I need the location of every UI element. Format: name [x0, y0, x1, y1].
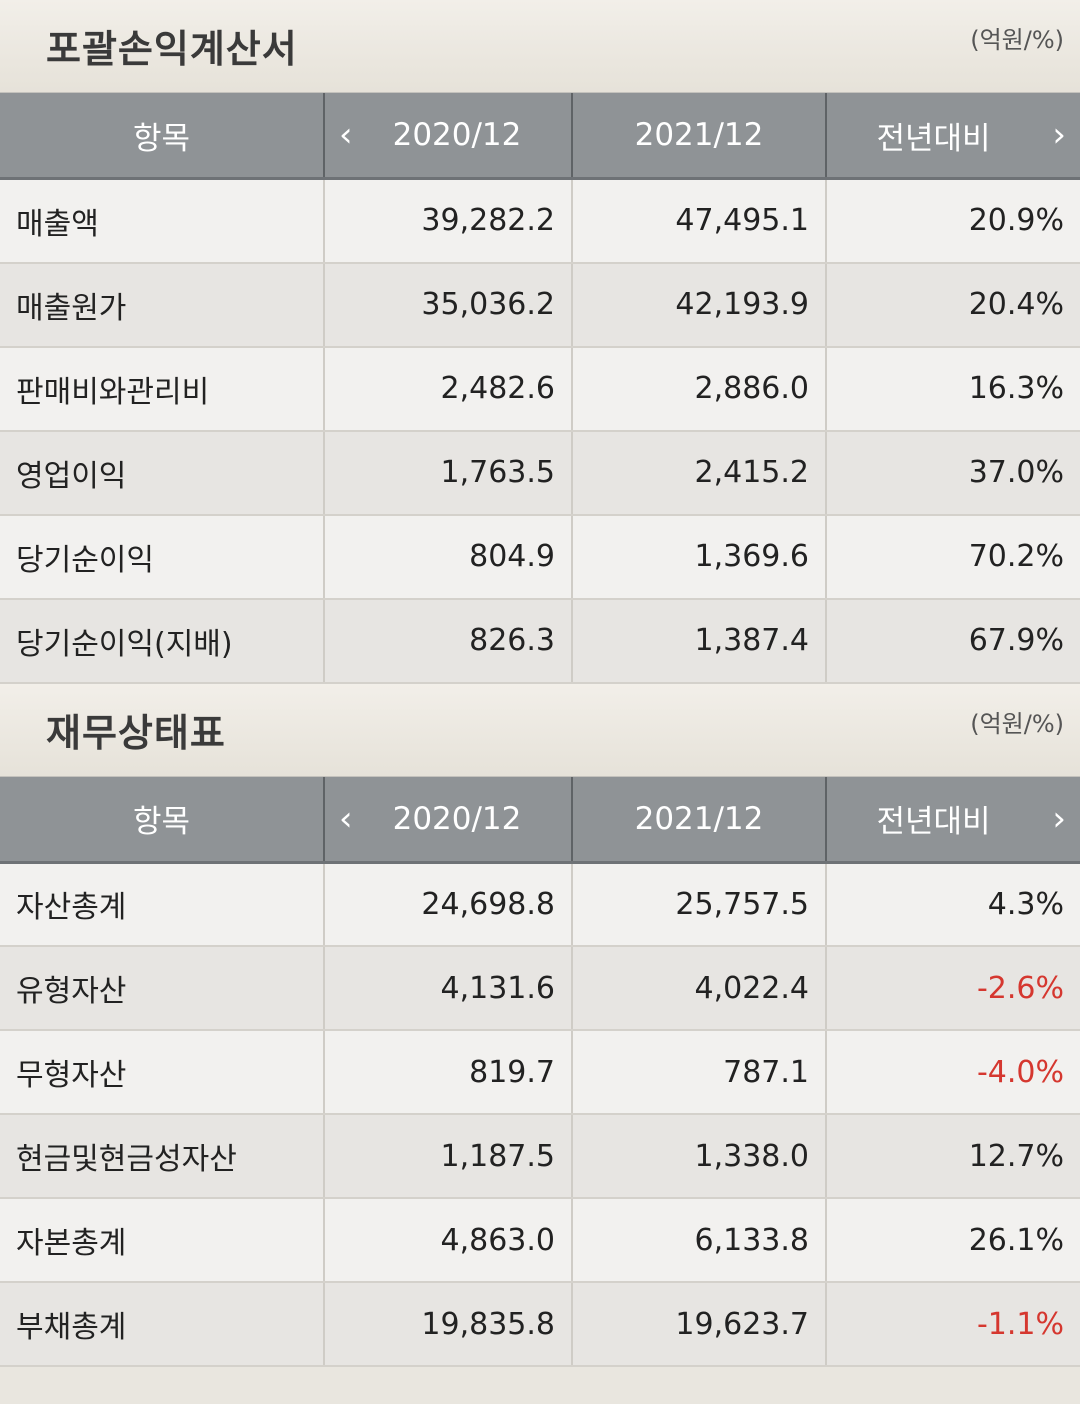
- section-title: 재무상태표: [46, 710, 226, 755]
- value-year2: 42,193.9: [572, 262, 827, 348]
- section-title: 포괄손익계산서: [46, 27, 298, 71]
- value-year2: 4,022.4: [572, 946, 827, 1031]
- value-year2: 787.1: [572, 1030, 827, 1115]
- row-label: 자본총계: [0, 1198, 325, 1283]
- income-statement-table: 항목 ‹ 2020/12 2021/12 전년대비 › 매출액 39,282.2 4…: [0, 93, 1080, 684]
- row-label: 매출원가: [0, 262, 325, 348]
- table-row: 판매비와관리비 2,482.6 2,886.0 16.3%: [0, 346, 1080, 432]
- value-yoy: 20.9%: [826, 178, 1080, 264]
- value-year1: 804.9: [324, 514, 573, 600]
- chevron-left-icon[interactable]: ‹: [339, 798, 353, 839]
- value-yoy: 20.4%: [826, 262, 1080, 348]
- row-label: 무형자산: [0, 1030, 325, 1115]
- value-year1: 24,698.8: [324, 862, 573, 947]
- table-row: 자산총계 24,698.8 25,757.5 4.3%: [0, 862, 1080, 947]
- row-label: 매출액: [0, 178, 325, 264]
- table-row: 자본총계 4,863.0 6,133.8 26.1%: [0, 1198, 1080, 1283]
- row-label: 판매비와관리비: [0, 346, 325, 432]
- value-year2: 25,757.5: [572, 862, 827, 947]
- value-yoy: 4.3%: [826, 862, 1080, 947]
- value-year2: 6,133.8: [572, 1198, 827, 1283]
- chevron-left-icon[interactable]: ‹: [339, 115, 353, 155]
- row-label: 부채총계: [0, 1282, 325, 1367]
- column-header-item: 항목: [0, 776, 325, 864]
- value-year1: 35,036.2: [324, 262, 573, 348]
- value-year2: 1,387.4: [572, 598, 827, 684]
- row-label: 유형자산: [0, 946, 325, 1031]
- balance-sheet-table: 항목 ‹ 2020/12 2021/12 전년대비 › 자산총계 24,698.8…: [0, 776, 1080, 1367]
- value-year1: 2,482.6: [324, 346, 573, 432]
- row-label: 자산총계: [0, 862, 325, 947]
- balance-sheet-header: 재무상태표 (억원/%): [0, 683, 1080, 776]
- chevron-right-icon[interactable]: ›: [1052, 798, 1066, 839]
- value-yoy: 70.2%: [826, 514, 1080, 600]
- value-yoy: 67.9%: [826, 598, 1080, 684]
- table-row: 매출액 39,282.2 47,495.1 20.9%: [0, 178, 1080, 264]
- column-header-year2: 2021/12: [572, 776, 827, 864]
- column-header-year2: 2021/12: [572, 93, 827, 180]
- value-year1: 4,131.6: [324, 946, 573, 1031]
- table-row: 무형자산 819.7 787.1 -4.0%: [0, 1030, 1080, 1115]
- value-year2: 19,623.7: [572, 1282, 827, 1367]
- column-header-yoy: 전년대비 ›: [826, 776, 1080, 864]
- row-label: 당기순이익(지배): [0, 598, 325, 684]
- value-yoy: -2.6%: [826, 946, 1080, 1031]
- row-label: 영업이익: [0, 430, 325, 516]
- column-header-item: 항목: [0, 93, 325, 180]
- balance-sheet-section: 재무상태표 (억원/%) 항목 ‹ 2020/12 2021/12 전년대비 ›…: [0, 683, 1080, 1367]
- column-header-year1: ‹ 2020/12: [324, 776, 573, 864]
- table-row: 영업이익 1,763.5 2,415.2 37.0%: [0, 430, 1080, 516]
- value-yoy: 37.0%: [826, 430, 1080, 516]
- column-header-yoy: 전년대비 ›: [826, 93, 1080, 180]
- value-yoy: -1.1%: [826, 1282, 1080, 1367]
- value-year1: 826.3: [324, 598, 573, 684]
- row-label: 당기순이익: [0, 514, 325, 600]
- chevron-right-icon[interactable]: ›: [1052, 115, 1066, 155]
- table-row: 매출원가 35,036.2 42,193.9 20.4%: [0, 262, 1080, 348]
- value-year2: 2,415.2: [572, 430, 827, 516]
- value-yoy: 12.7%: [826, 1114, 1080, 1199]
- table-header-row: 항목 ‹ 2020/12 2021/12 전년대비 ›: [0, 93, 1080, 180]
- unit-label: (억원/%): [970, 26, 1064, 54]
- value-year1: 4,863.0: [324, 1198, 573, 1283]
- row-label: 현금및현금성자산: [0, 1114, 325, 1199]
- value-year1: 1,763.5: [324, 430, 573, 516]
- value-yoy: 26.1%: [826, 1198, 1080, 1283]
- table-row: 당기순이익(지배) 826.3 1,387.4 67.9%: [0, 598, 1080, 684]
- value-year2: 1,369.6: [572, 514, 827, 600]
- value-yoy: -4.0%: [826, 1030, 1080, 1115]
- value-year2: 47,495.1: [572, 178, 827, 264]
- value-year1: 39,282.2: [324, 178, 573, 264]
- table-row: 당기순이익 804.9 1,369.6 70.2%: [0, 514, 1080, 600]
- value-year1: 819.7: [324, 1030, 573, 1115]
- unit-label: (억원/%): [970, 709, 1064, 738]
- value-year1: 1,187.5: [324, 1114, 573, 1199]
- value-yoy: 16.3%: [826, 346, 1080, 432]
- value-year1: 19,835.8: [324, 1282, 573, 1367]
- income-statement-header: 포괄손익계산서 (억원/%): [0, 0, 1080, 92]
- table-row: 현금및현금성자산 1,187.5 1,338.0 12.7%: [0, 1114, 1080, 1199]
- value-year2: 2,886.0: [572, 346, 827, 432]
- income-statement-section: 포괄손익계산서 (억원/%) 항목 ‹ 2020/12 2021/12 전년대비…: [0, 0, 1080, 684]
- value-year2: 1,338.0: [572, 1114, 827, 1199]
- table-row: 유형자산 4,131.6 4,022.4 -2.6%: [0, 946, 1080, 1031]
- column-header-year1: ‹ 2020/12: [324, 93, 573, 180]
- table-row: 부채총계 19,835.8 19,623.7 -1.1%: [0, 1282, 1080, 1367]
- table-header-row: 항목 ‹ 2020/12 2021/12 전년대비 ›: [0, 776, 1080, 864]
